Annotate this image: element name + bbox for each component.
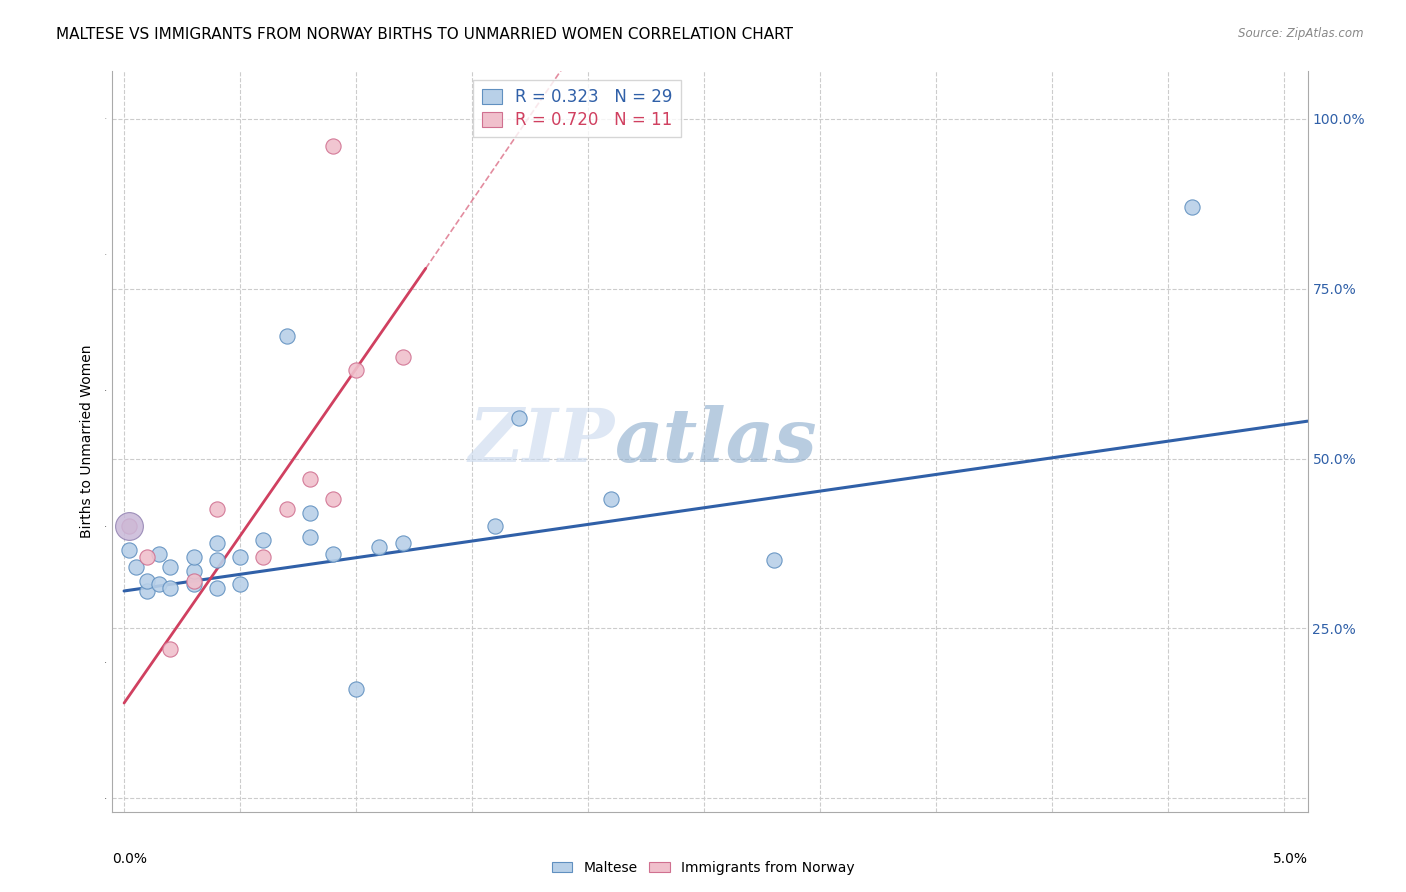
Point <box>205 581 228 595</box>
Legend: R = 0.323   N = 29, R = 0.720   N = 11: R = 0.323 N = 29, R = 0.720 N = 11 <box>474 79 681 137</box>
Point <box>118 543 141 558</box>
Point <box>159 641 181 656</box>
Point <box>125 560 148 574</box>
Point <box>252 549 274 564</box>
Point <box>322 547 344 561</box>
Point <box>229 549 252 564</box>
Legend: Maltese, Immigrants from Norway: Maltese, Immigrants from Norway <box>546 855 860 880</box>
Point <box>205 553 228 567</box>
Point <box>136 574 159 588</box>
Y-axis label: Births to Unmarried Women: Births to Unmarried Women <box>80 345 94 538</box>
Point <box>118 519 141 533</box>
Text: Source: ZipAtlas.com: Source: ZipAtlas.com <box>1239 27 1364 40</box>
Point <box>298 530 321 544</box>
Point <box>298 472 321 486</box>
Point <box>148 547 170 561</box>
Text: ZIP: ZIP <box>468 405 614 478</box>
Point <box>276 502 298 516</box>
Text: MALTESE VS IMMIGRANTS FROM NORWAY BIRTHS TO UNMARRIED WOMEN CORRELATION CHART: MALTESE VS IMMIGRANTS FROM NORWAY BIRTHS… <box>56 27 793 42</box>
Text: atlas: atlas <box>614 405 817 478</box>
Point <box>322 492 344 507</box>
Point <box>391 536 413 550</box>
Point <box>252 533 274 547</box>
Point <box>118 519 141 533</box>
Point <box>344 682 367 697</box>
Text: 0.0%: 0.0% <box>112 853 148 866</box>
Point <box>136 549 159 564</box>
Point <box>1180 200 1202 214</box>
Point <box>368 540 391 554</box>
Text: 5.0%: 5.0% <box>1272 853 1308 866</box>
Point <box>322 139 344 153</box>
Point <box>229 577 252 591</box>
Point <box>136 584 159 599</box>
Point <box>159 581 181 595</box>
Point <box>148 577 170 591</box>
Point <box>205 502 228 516</box>
Point <box>276 329 298 343</box>
Point <box>183 549 205 564</box>
Point <box>298 506 321 520</box>
Point <box>508 410 530 425</box>
Point <box>205 536 228 550</box>
Point <box>183 577 205 591</box>
Point <box>344 363 367 377</box>
Point <box>484 519 506 533</box>
Point <box>762 553 785 567</box>
Point <box>600 492 623 507</box>
Point <box>183 564 205 578</box>
Point <box>159 560 181 574</box>
Point <box>183 574 205 588</box>
Point <box>391 350 413 364</box>
